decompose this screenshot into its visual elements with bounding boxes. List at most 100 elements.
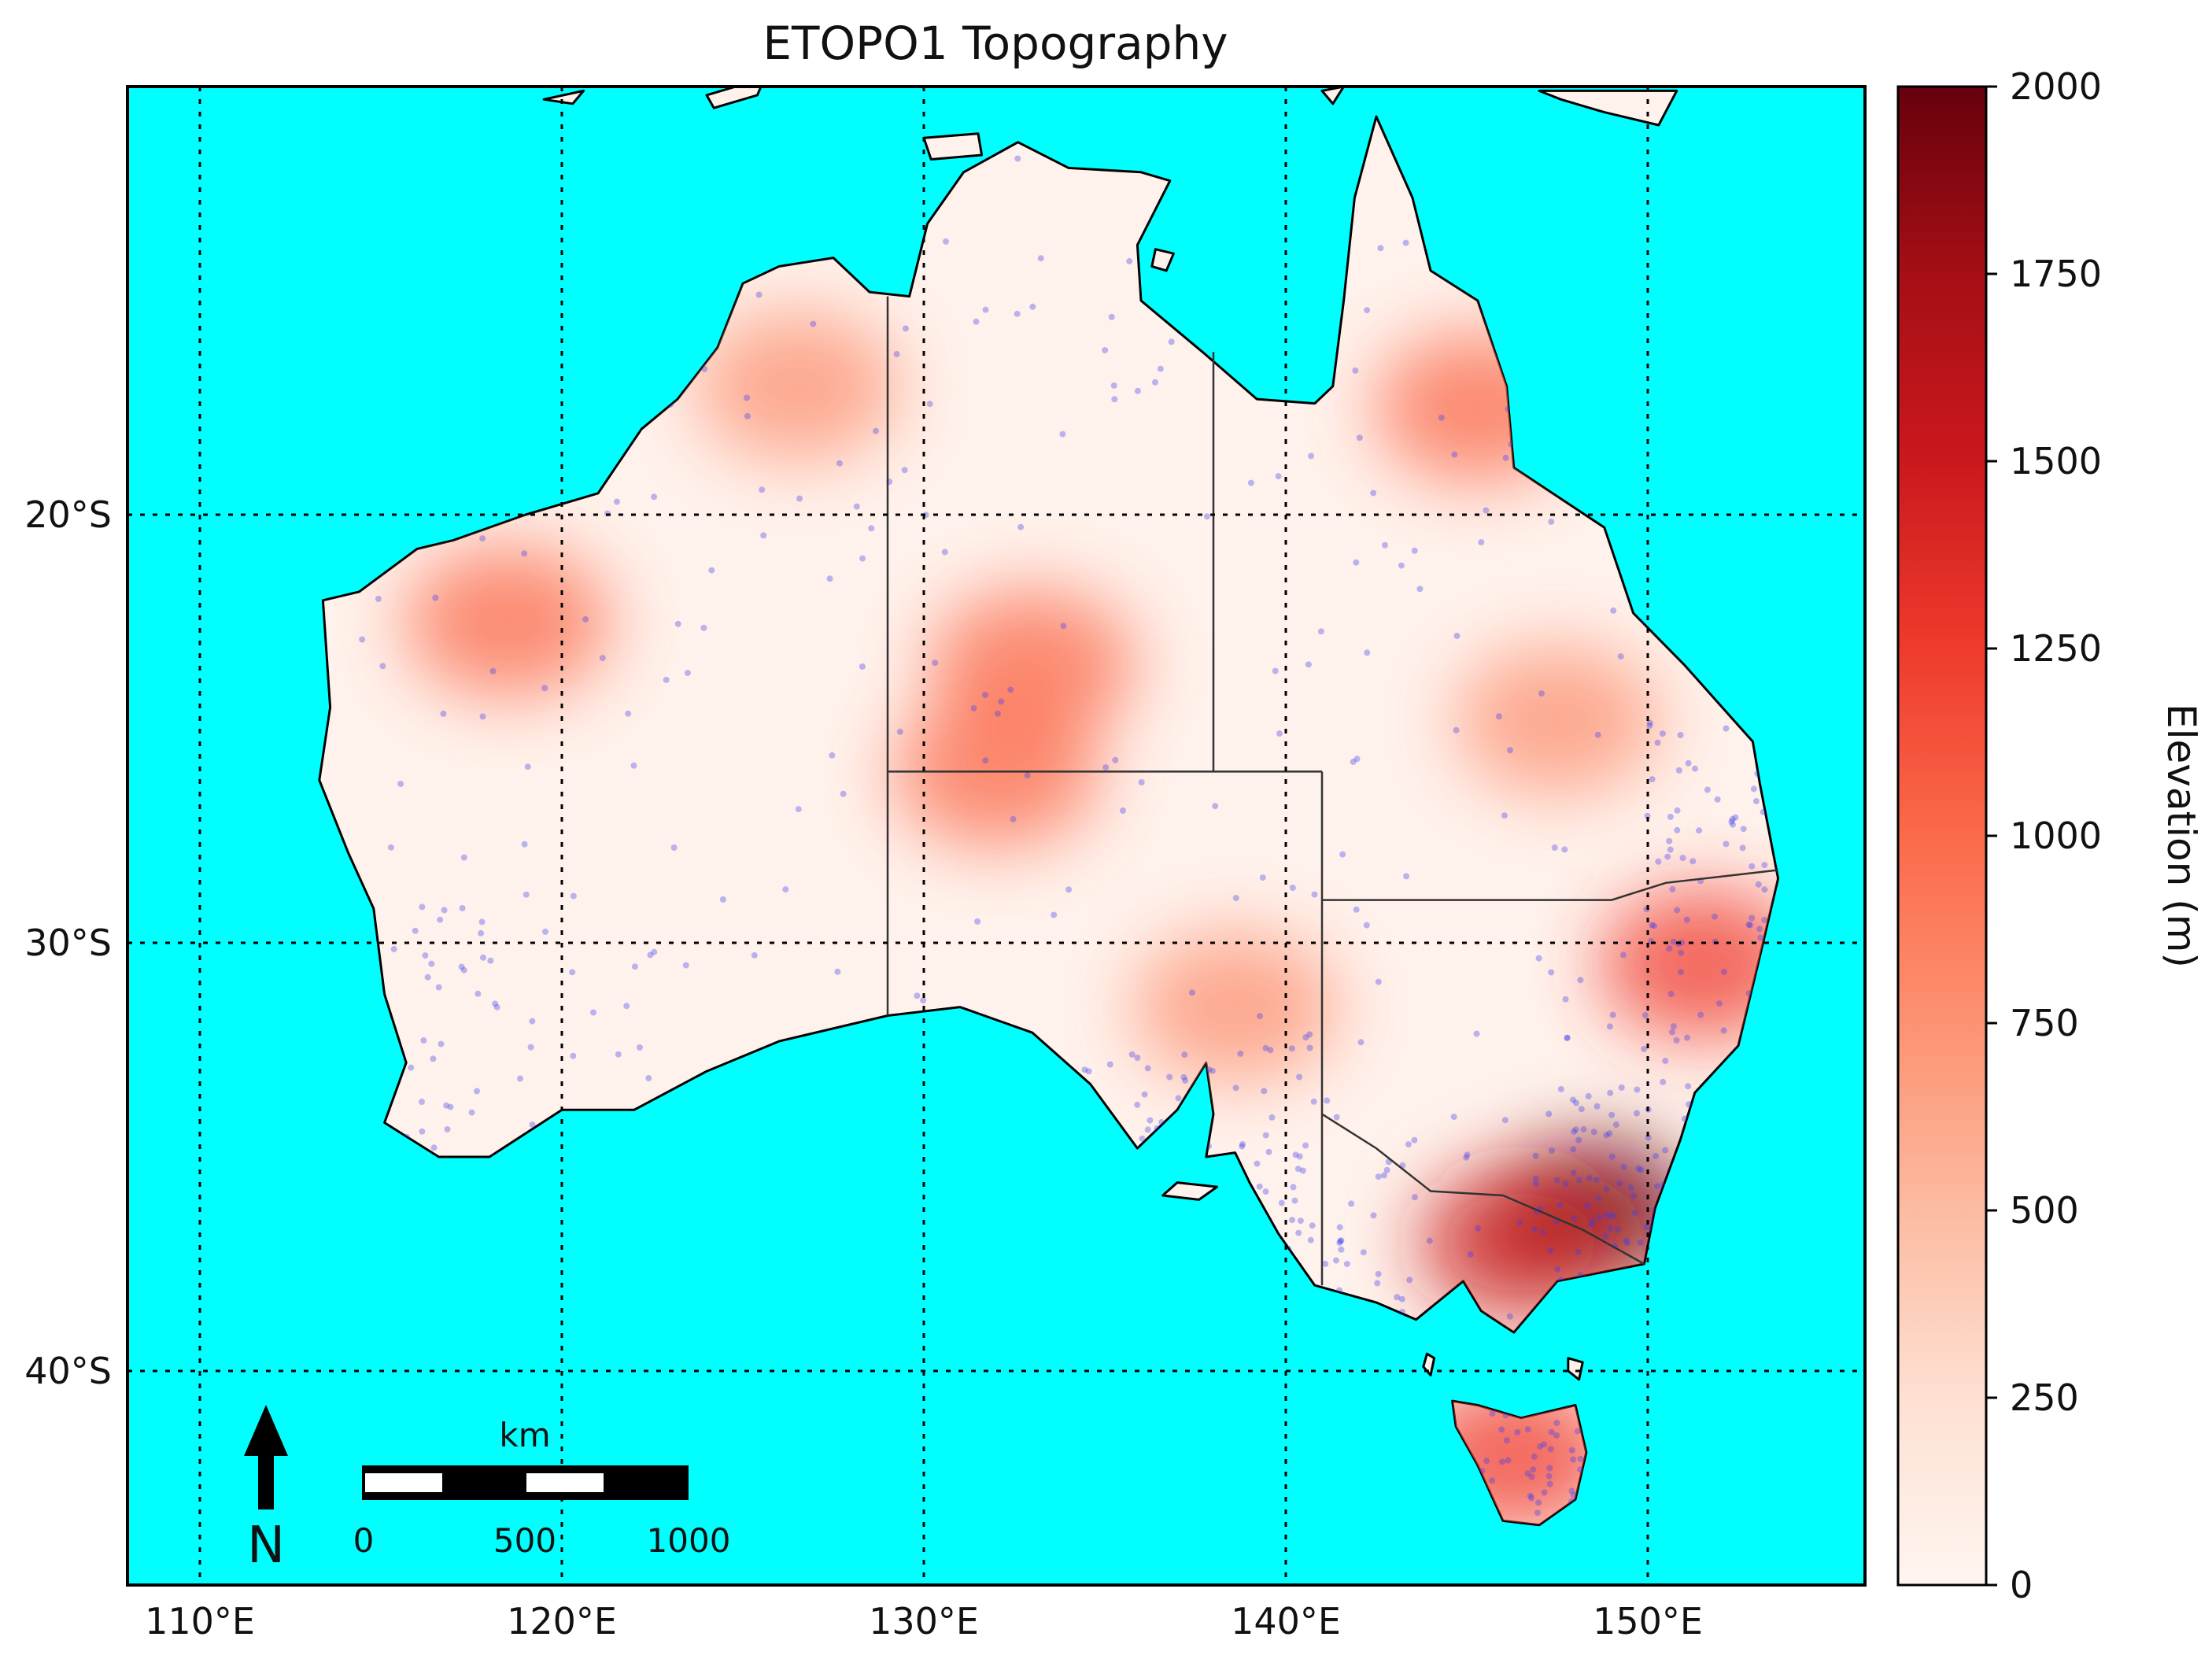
station-point (1288, 1045, 1295, 1052)
station-point (1548, 1428, 1555, 1435)
station-point (1203, 513, 1210, 520)
colorbar-tick-label: 250 (2010, 1376, 2079, 1419)
station-point (1102, 764, 1110, 771)
station-point (840, 790, 847, 797)
station-point (478, 918, 486, 926)
colorbar-tick-label: 1500 (2010, 440, 2102, 482)
colorbar-ticks: 0 250 500 750 1000 1250 1500 1750 2000 (1986, 65, 2102, 1606)
station-point (1411, 1136, 1418, 1144)
station-point (1681, 1115, 1688, 1122)
station-point (443, 1102, 450, 1109)
station-point (1507, 747, 1513, 754)
latitude-tick-label: 40°S (24, 1350, 112, 1392)
station-point (1712, 913, 1718, 920)
station-point (1336, 1240, 1343, 1247)
station-point (1649, 922, 1656, 929)
graticule (127, 87, 1865, 1585)
station-point (1475, 1225, 1482, 1232)
station-point (1697, 1011, 1704, 1018)
station-point (1745, 921, 1752, 928)
station-point (1557, 1202, 1564, 1209)
station-point (1370, 490, 1377, 497)
station-point (1589, 1218, 1596, 1225)
station-point (932, 660, 939, 667)
station-point (1037, 255, 1044, 262)
torres-island (1320, 87, 1346, 105)
station-point (1651, 922, 1657, 929)
station-point (1740, 826, 1747, 833)
station-point (387, 844, 394, 851)
station-point (1586, 1174, 1593, 1181)
station-point (1382, 541, 1388, 549)
station-point (524, 763, 531, 770)
station-point (420, 1037, 427, 1044)
state-border (1321, 1113, 1645, 1265)
groote-eylandt (1150, 248, 1175, 272)
station-point (1029, 303, 1036, 310)
station-point (1305, 661, 1312, 668)
station-point (893, 350, 900, 357)
station-point (1157, 365, 1164, 372)
station-point (1065, 886, 1073, 893)
tiwi-islands (922, 132, 984, 161)
station-point (637, 1044, 643, 1051)
station-point (1571, 1128, 1577, 1135)
station-point (1696, 827, 1703, 834)
station-point (670, 844, 678, 851)
station-point (1669, 885, 1676, 892)
station-point (1296, 1073, 1303, 1081)
station-point (914, 992, 921, 999)
station-point (1570, 1169, 1577, 1177)
station-point (1674, 826, 1681, 833)
station-point (1294, 1166, 1302, 1173)
station-point (1677, 732, 1684, 738)
station-point (1683, 916, 1690, 923)
station-point (1653, 1183, 1660, 1190)
north-arrow-icon (244, 1405, 288, 1509)
station-point (359, 636, 366, 643)
station-point (1257, 1013, 1263, 1020)
longitude-labels: 110°E 120°E 130°E 140°E 150°E (145, 1600, 1703, 1642)
station-point (1551, 844, 1558, 851)
station-point (1380, 1172, 1387, 1179)
station-point (974, 918, 981, 925)
station-point (1317, 628, 1324, 635)
station-point (1505, 1457, 1512, 1464)
station-point (1634, 1110, 1640, 1117)
station-point (1655, 858, 1662, 865)
scale-bar-tick-500: 500 (493, 1521, 556, 1560)
station-point (1673, 1036, 1680, 1044)
station-point (1723, 725, 1730, 732)
station-point (868, 525, 875, 532)
station-point (1530, 1466, 1537, 1473)
station-point (1685, 759, 1692, 767)
station-point (1106, 1061, 1113, 1068)
station-point (1670, 938, 1677, 945)
station-point (873, 427, 879, 434)
station-point (1375, 1173, 1382, 1181)
station-point (1627, 1184, 1634, 1192)
station-point (1548, 518, 1555, 525)
station-point (1120, 807, 1126, 814)
station-point (460, 854, 467, 861)
station-point (1237, 1050, 1244, 1057)
station-point (1261, 1088, 1268, 1095)
highland-great-dividing-range-queensland- (1455, 645, 1660, 796)
north-arrow: N (244, 1405, 288, 1575)
station-point (674, 620, 681, 627)
station-point (1209, 1067, 1216, 1074)
station-point (826, 575, 833, 582)
station-point (1590, 1129, 1597, 1136)
station-point (1728, 818, 1735, 826)
station-point (1739, 844, 1746, 852)
station-point (1646, 719, 1653, 726)
station-point (1607, 1089, 1614, 1096)
station-point (1212, 803, 1219, 810)
station-point (1570, 1491, 1577, 1498)
station-point (1540, 1441, 1547, 1448)
station-point (1587, 1221, 1594, 1229)
station-point (1524, 1470, 1531, 1477)
scale-bar-tick-1000: 1000 (647, 1521, 731, 1560)
station-point (1292, 1151, 1299, 1158)
